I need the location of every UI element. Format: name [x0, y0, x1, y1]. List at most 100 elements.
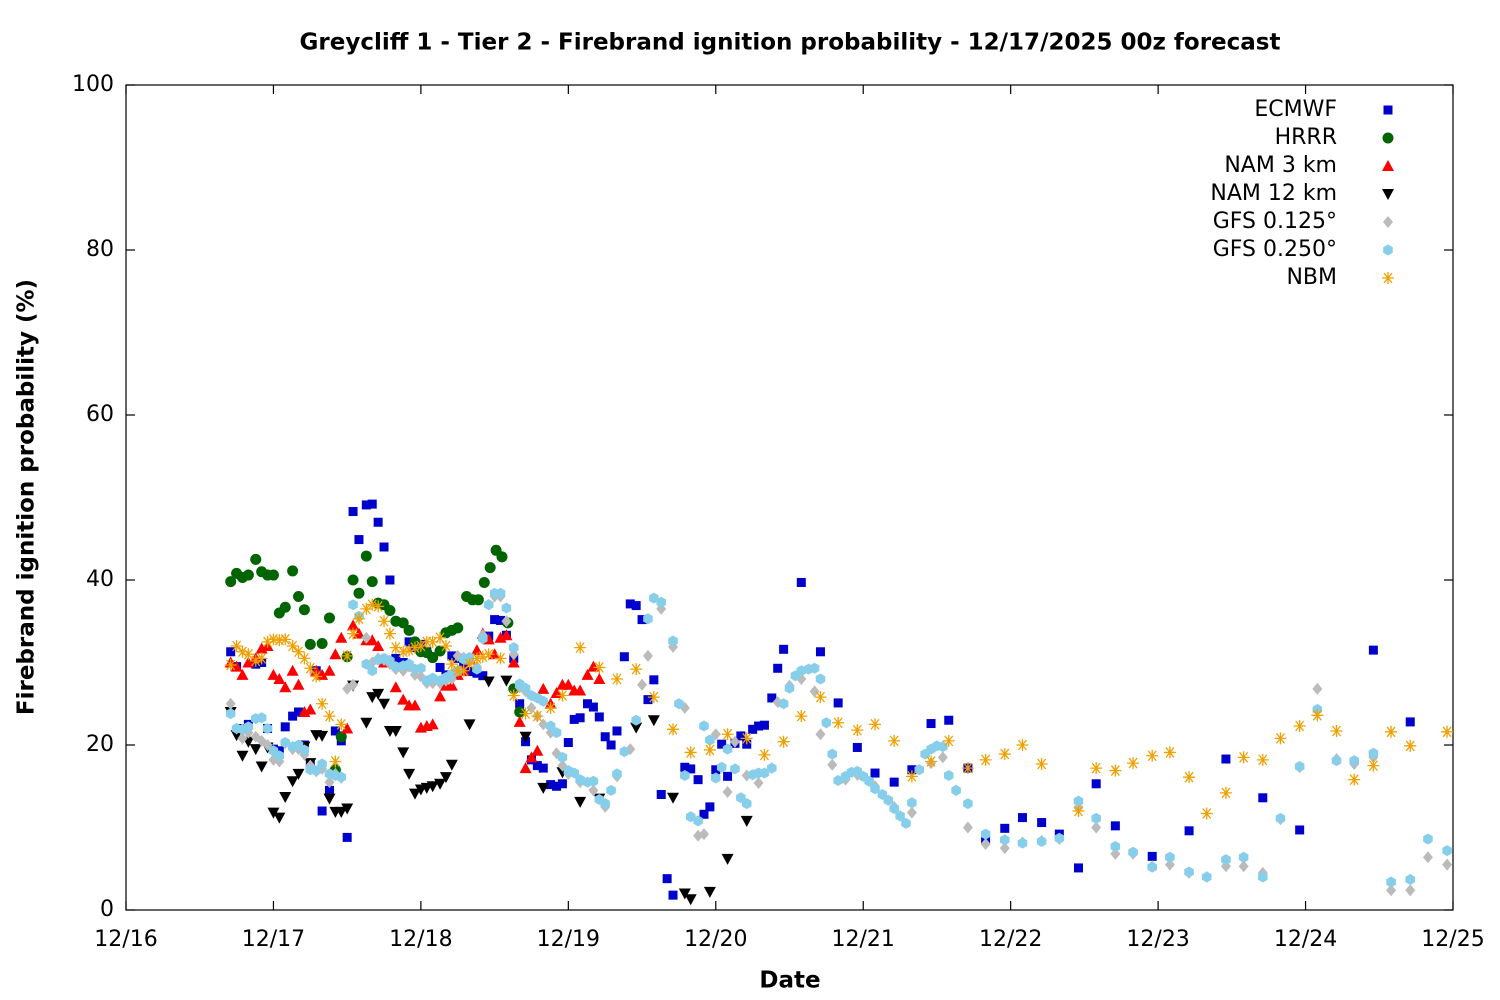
data-point — [403, 768, 416, 780]
data-point — [372, 640, 385, 651]
data-point — [445, 658, 458, 671]
data-point — [520, 682, 531, 694]
data-point — [225, 697, 236, 710]
data-point — [563, 738, 573, 748]
data-point — [1331, 755, 1342, 767]
data-point — [279, 791, 292, 803]
data-point — [1036, 836, 1047, 848]
data-point — [1017, 813, 1027, 823]
data-point — [237, 732, 248, 745]
data-point — [292, 768, 305, 780]
data-point — [279, 601, 291, 613]
data-point — [292, 645, 305, 658]
data-point — [494, 652, 507, 665]
data-point — [588, 702, 598, 712]
data-point — [373, 517, 383, 527]
data-point — [501, 602, 512, 614]
data-point — [465, 667, 475, 677]
data-point — [298, 604, 310, 616]
data-point — [490, 615, 500, 625]
data-point — [379, 542, 389, 552]
data-point — [869, 718, 882, 731]
data-point — [693, 815, 703, 827]
data-point — [1442, 845, 1452, 857]
data-point — [1293, 720, 1306, 733]
data-point — [472, 594, 484, 606]
data-point — [324, 776, 335, 789]
legend-marker — [1382, 272, 1394, 284]
data-point — [416, 662, 426, 674]
data-point — [1423, 833, 1433, 845]
data-point — [647, 691, 660, 704]
data-point — [674, 698, 684, 710]
data-point — [408, 641, 421, 654]
data-point — [403, 624, 415, 636]
data-point — [1090, 762, 1103, 775]
data-point — [335, 631, 348, 643]
data-point — [353, 587, 365, 599]
data-point — [777, 735, 790, 748]
data-point — [647, 715, 660, 727]
legend-label: NAM 12 km — [1210, 181, 1337, 206]
data-point — [256, 712, 267, 724]
data-point — [316, 730, 329, 742]
data-point — [495, 587, 506, 599]
data-point — [575, 713, 585, 723]
legend-marker — [1382, 160, 1394, 171]
data-point — [685, 811, 696, 823]
data-point — [944, 715, 954, 725]
data-point — [575, 774, 585, 786]
data-point — [452, 622, 464, 634]
data-point — [574, 796, 587, 808]
data-point — [1000, 834, 1010, 846]
data-point — [721, 728, 734, 741]
data-point — [347, 619, 360, 631]
data-point — [304, 662, 317, 675]
data-point — [630, 663, 643, 676]
legend-label: NAM 3 km — [1224, 153, 1337, 178]
data-point — [342, 832, 352, 842]
data-point — [716, 761, 727, 773]
x-tick-label: 12/24 — [1274, 927, 1337, 952]
data-point — [463, 658, 476, 671]
data-point — [255, 761, 268, 773]
data-point — [662, 874, 672, 884]
data-point — [574, 641, 587, 654]
data-point — [581, 668, 594, 680]
legend-label: HRRR — [1275, 125, 1337, 150]
data-point — [606, 784, 616, 796]
data-point — [656, 596, 666, 608]
data-point — [287, 565, 299, 577]
y-tick-label: 80 — [86, 237, 114, 262]
data-point — [905, 770, 918, 783]
data-point — [827, 758, 838, 771]
data-point — [1385, 725, 1398, 738]
data-point — [778, 698, 789, 710]
data-point — [463, 719, 476, 731]
data-point — [888, 734, 901, 747]
data-point — [703, 886, 716, 898]
data-point — [378, 698, 391, 710]
y-axis-title: Firebrand ignition probability (%) — [14, 279, 40, 715]
data-point — [434, 778, 447, 790]
data-point — [236, 645, 249, 658]
data-point — [348, 507, 358, 517]
data-point — [298, 652, 311, 665]
data-point — [667, 792, 680, 804]
data-point — [1405, 717, 1415, 727]
data-point — [519, 707, 532, 720]
data-point — [426, 635, 439, 648]
data-point — [347, 627, 360, 640]
x-tick-label: 12/17 — [242, 927, 305, 952]
data-point — [736, 731, 746, 741]
data-point — [1035, 757, 1048, 770]
data-point — [366, 576, 378, 588]
data-point — [354, 535, 364, 545]
data-point — [741, 798, 752, 810]
legend-label: NBM — [1286, 265, 1337, 290]
data-point — [852, 742, 862, 752]
data-point — [773, 663, 783, 673]
data-point — [316, 638, 328, 650]
